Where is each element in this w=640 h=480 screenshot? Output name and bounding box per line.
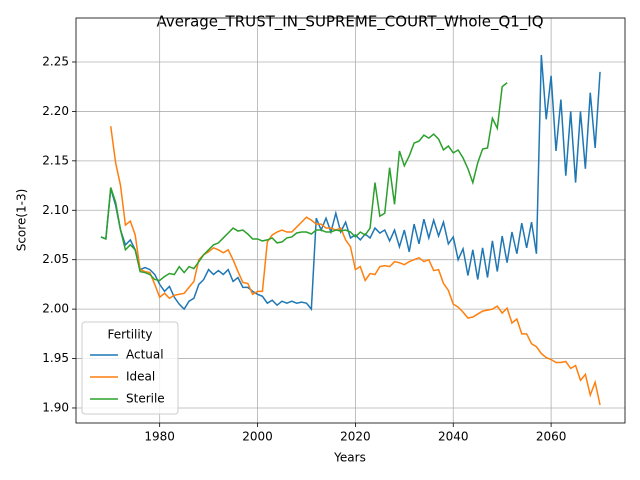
y-tick-label: 1.90 [42, 400, 69, 414]
legend-label: Actual [126, 348, 164, 362]
plot-frame [75, 17, 626, 424]
x-tick-label: 2000 [242, 430, 273, 444]
x-tick-label: 2060 [536, 430, 567, 444]
y-axis-label: Score(1-3) [15, 189, 29, 252]
x-tick-label: 1980 [144, 430, 175, 444]
y-tick-label: 2.20 [42, 104, 69, 118]
y-tick-label: 2.05 [42, 252, 69, 266]
x-tick-label: 2040 [438, 430, 469, 444]
legend-label: Ideal [126, 370, 155, 384]
y-tick-label: 2.15 [42, 153, 69, 167]
y-tick-label: 2.10 [42, 203, 69, 217]
x-axis-label: Years [333, 451, 366, 465]
line-series [100, 55, 601, 312]
y-tick-label: 2.00 [42, 302, 69, 316]
legend-label: Sterile [126, 392, 165, 406]
chart-title: Average_TRUST_IN_SUPREME_COURT_Whole_Q1_… [156, 13, 543, 32]
x-tick-label: 2020 [340, 430, 371, 444]
legend-title: Fertility [107, 328, 152, 342]
legend: Fertility Actual Ideal Sterile [81, 321, 179, 415]
y-tick-label: 1.95 [42, 351, 69, 365]
line-series [109, 126, 601, 406]
legend-box [81, 321, 179, 415]
line-series [100, 82, 508, 282]
y-tick-label: 2.25 [42, 54, 69, 68]
